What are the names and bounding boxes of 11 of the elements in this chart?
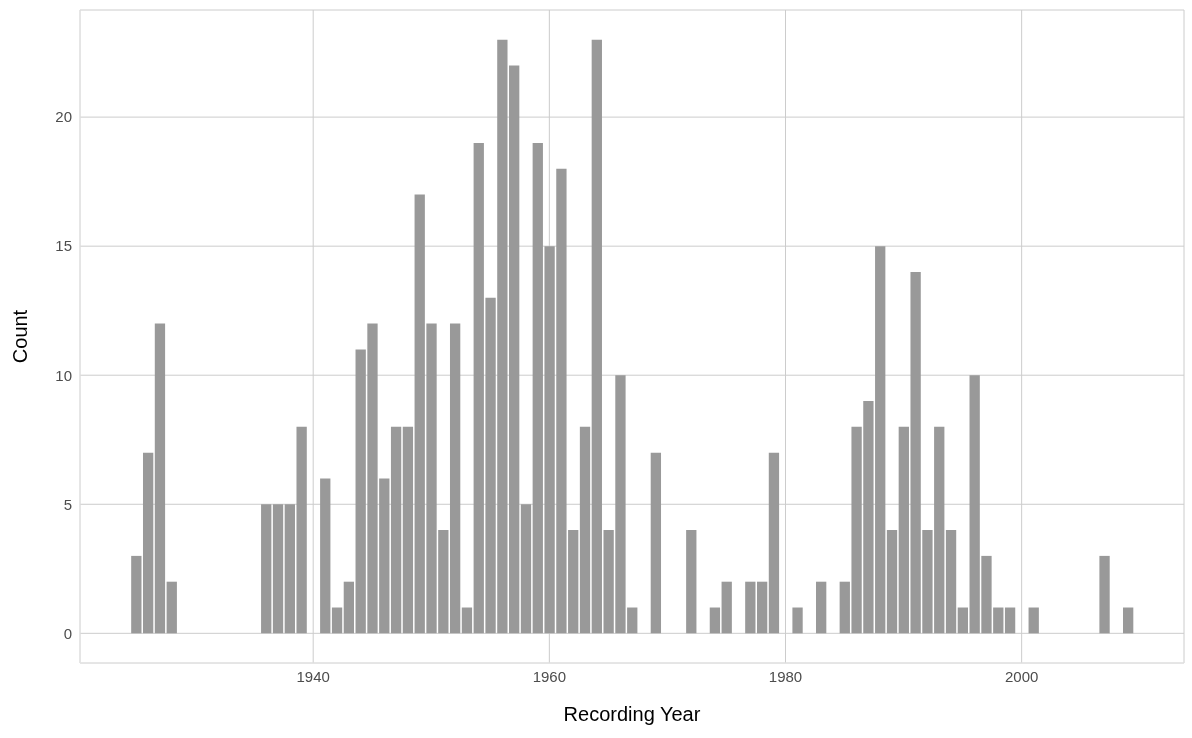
- y-tick-label: 15: [55, 237, 72, 255]
- x-tick-label: 1980: [768, 667, 803, 685]
- x-tick-label: 1960: [532, 667, 567, 685]
- y-tick-label: 0: [63, 624, 72, 642]
- y-tick-label: 5: [63, 495, 72, 513]
- x-tick-label: 2000: [1004, 667, 1039, 685]
- y-axis-title: Count: [9, 309, 32, 364]
- x-tick-label: 1940: [296, 667, 330, 685]
- y-tick-label: 10: [55, 366, 72, 384]
- x-axis-title: Recording Year: [563, 703, 701, 725]
- y-tick-label: 20: [55, 108, 72, 126]
